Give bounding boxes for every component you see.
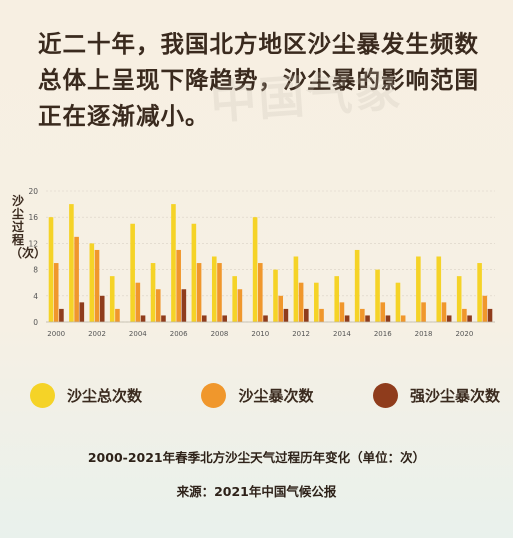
bar	[482, 295, 488, 322]
bar	[400, 315, 406, 322]
legend-item-storm: 沙尘暴次数	[201, 383, 314, 408]
x-tick-label: 2006	[170, 330, 188, 338]
x-tick-label: 2016	[374, 330, 392, 338]
bar	[171, 204, 176, 322]
bar	[298, 282, 304, 322]
bar	[99, 295, 105, 322]
bar	[201, 315, 207, 322]
y-tick-label: 12	[28, 239, 38, 248]
x-tick-label: 2004	[129, 330, 147, 338]
bar	[74, 236, 79, 322]
x-tick-label: 2020	[455, 330, 473, 338]
bar	[237, 289, 243, 322]
headline: 近二十年，我国北方地区沙尘暴发生频数总体上呈现下降趋势，沙尘暴的影响范围正在逐渐…	[38, 30, 479, 130]
bar	[130, 223, 135, 322]
bar	[211, 256, 217, 322]
source-caption: 来源：2021年中国气候公报	[176, 484, 337, 499]
x-tick-label: 2012	[292, 330, 310, 338]
bar	[416, 256, 421, 322]
legend-swatch-severe	[372, 383, 398, 408]
bar	[273, 269, 278, 322]
bar	[314, 282, 319, 322]
bar	[446, 315, 452, 322]
x-tick-label: 2000	[47, 330, 65, 338]
bar	[441, 302, 447, 322]
bar	[89, 243, 95, 322]
bar	[135, 282, 141, 322]
bar	[339, 302, 345, 322]
bar	[181, 289, 187, 322]
bar	[462, 308, 467, 322]
bar	[395, 282, 401, 322]
bar	[176, 249, 181, 322]
bar	[487, 308, 493, 322]
y-tick-label: 20	[28, 187, 38, 196]
bar	[263, 315, 268, 322]
bar	[59, 308, 64, 322]
bar	[48, 217, 54, 322]
x-tick-label: 2008	[211, 330, 229, 338]
bar	[319, 308, 324, 322]
bar	[365, 315, 370, 322]
bar	[217, 263, 222, 322]
bar	[278, 295, 284, 322]
x-tick-label: 2002	[88, 330, 106, 338]
bar	[79, 302, 85, 322]
y-tick-label: 8	[33, 266, 38, 275]
bar	[467, 315, 472, 322]
bar	[456, 276, 462, 322]
legend-item-total: 沙尘总次数	[30, 383, 142, 408]
legend-item-severe: 强沙尘暴次数	[372, 383, 500, 408]
legend-label-storm: 沙尘暴次数	[238, 387, 314, 405]
bar	[257, 263, 263, 322]
y-tick-label: 16	[28, 213, 38, 222]
legend-swatch-storm	[201, 383, 227, 408]
y-tick-label: 0	[33, 318, 38, 327]
watermark-logo: 中国气象	[208, 62, 404, 130]
bar	[344, 315, 350, 322]
bar	[293, 256, 299, 322]
bar	[222, 315, 227, 322]
bar	[196, 263, 202, 322]
bar-chart: 0 4 8 12 16 20 2000 2002 2004 2006 2008 2010 2012 201…	[28, 187, 495, 338]
bar	[304, 308, 309, 322]
y-tick-label: 4	[33, 292, 38, 301]
bar	[385, 315, 391, 322]
bar	[150, 263, 156, 322]
bar	[477, 263, 482, 322]
chart-caption: 2000-2021年春季北方沙尘天气过程历年变化（单位：次）	[87, 450, 426, 465]
x-tick-label: 2014	[333, 330, 351, 338]
x-tick-label: 2018	[415, 330, 433, 338]
bar	[375, 269, 380, 322]
bar	[360, 308, 365, 322]
bar	[155, 289, 161, 322]
bar	[436, 256, 442, 322]
bar	[380, 302, 386, 322]
legend-label-total: 沙尘总次数	[67, 387, 143, 405]
bar	[94, 249, 100, 322]
bar	[109, 276, 115, 322]
bar	[354, 249, 360, 322]
bar	[421, 302, 426, 322]
bar	[140, 315, 146, 322]
bar	[283, 308, 289, 322]
bar	[252, 217, 258, 322]
legend: 沙尘总次数 沙尘暴次数 强沙尘暴次数	[30, 383, 500, 408]
bar	[334, 276, 340, 322]
bar	[232, 276, 237, 322]
bar	[115, 308, 120, 322]
legend-label-severe: 强沙尘暴次数	[409, 387, 500, 405]
bar	[161, 315, 166, 322]
legend-swatch-total	[30, 383, 55, 408]
bar	[191, 223, 197, 322]
bar	[53, 263, 59, 322]
bar	[69, 204, 74, 322]
x-tick-label: 2010	[251, 330, 269, 338]
